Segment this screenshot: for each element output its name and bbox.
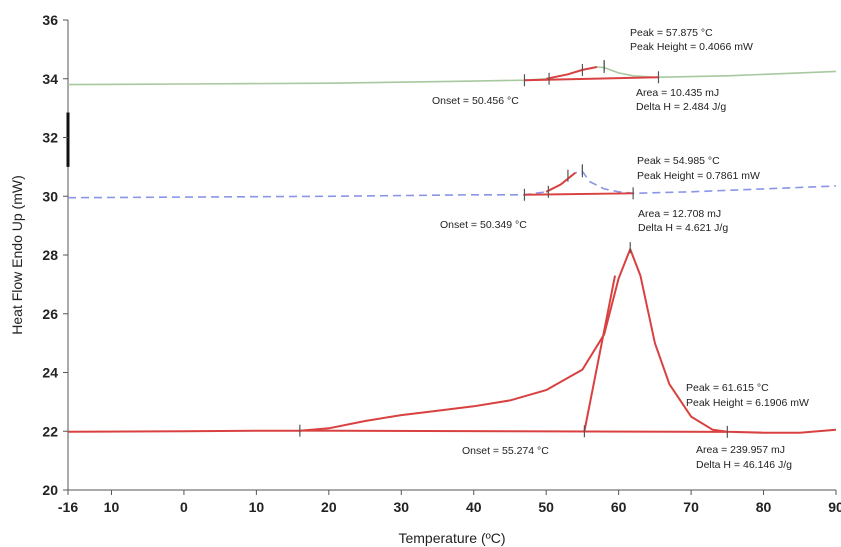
y-tick-label: 22 <box>42 423 58 439</box>
x-tick-label: 10 <box>249 499 265 515</box>
x-tick-label: 0 <box>180 499 188 515</box>
annotations: Peak = 57.875 °C Peak Height = 0.4066 mW… <box>432 27 809 471</box>
x-tick-label: -16 <box>58 499 78 515</box>
x-tick-label: 50 <box>538 499 554 515</box>
x-tick-label: 20 <box>321 499 337 515</box>
series-3-onset-line <box>583 275 617 432</box>
y-tick-label: 36 <box>42 12 58 28</box>
series-1-peak-label: Peak = 57.875 °C <box>630 27 713 39</box>
series-1-delta-h-label: Delta H = 2.484 J/g <box>636 101 726 113</box>
series-3-peak-height-label: Peak Height = 6.1906 mW <box>686 397 809 409</box>
series-2-peak-label: Peak = 54.985 °C <box>637 155 720 167</box>
series-3-delta-h-label: Delta H = 46.146 J/g <box>696 459 792 471</box>
x-tick-label: 60 <box>611 499 627 515</box>
y-tick-label: 24 <box>42 365 58 381</box>
series-3-baseline <box>299 429 728 433</box>
y-tick-label: 32 <box>42 130 58 146</box>
x-tick-label: 70 <box>683 499 699 515</box>
series-2-onset-label: Onset = 50.349 °C <box>440 219 527 231</box>
series-2-onset-segment <box>545 172 576 193</box>
x-tick-label: 30 <box>393 499 409 515</box>
y-tick-label: 34 <box>42 71 58 87</box>
y-tick-label: 20 <box>42 482 58 498</box>
series-2-area-label: Area = 12.708 mJ <box>638 208 721 220</box>
y-tick-label: 30 <box>42 188 58 204</box>
x-ticks: -16 10 0 10 20 30 40 50 60 70 80 90 <box>58 490 841 515</box>
series-1-peak-height-label: Peak Height = 0.4066 mW <box>630 41 753 53</box>
axes <box>66 20 836 491</box>
series-1-onset-label: Onset = 50.456 °C <box>432 95 519 107</box>
series-3-peak-label: Peak = 61.615 °C <box>686 382 769 394</box>
y-tick-label: 26 <box>42 306 58 322</box>
series-1-line <box>67 66 837 86</box>
series-3-area-label: Area = 239.957 mJ <box>696 444 785 456</box>
series-1-area-label: Area = 10.435 mJ <box>636 87 719 99</box>
x-tick-label: 10 <box>104 499 120 515</box>
y-ticks: 20 22 24 26 28 30 32 34 36 <box>42 12 68 498</box>
series-2-peak-height-label: Peak Height = 0.7861 mW <box>637 170 760 182</box>
series-2-delta-h-label: Delta H = 4.621 J/g <box>638 222 728 234</box>
series-1-baseline <box>524 76 659 82</box>
series-3-onset-label: Onset = 55.274 °C <box>462 445 549 457</box>
x-tick-label: 90 <box>828 499 841 515</box>
series-2-baseline <box>524 192 634 196</box>
series <box>67 60 837 438</box>
x-tick-label: 40 <box>466 499 482 515</box>
y-axis-title: Heat Flow Endo Up (mW) <box>9 175 25 334</box>
x-tick-label: 80 <box>756 499 772 515</box>
y-tick-label: 28 <box>42 247 58 263</box>
series-3-line <box>67 248 837 434</box>
series-1-onset-segment <box>545 66 598 80</box>
x-axis-title: Temperature (ºC) <box>398 530 505 546</box>
